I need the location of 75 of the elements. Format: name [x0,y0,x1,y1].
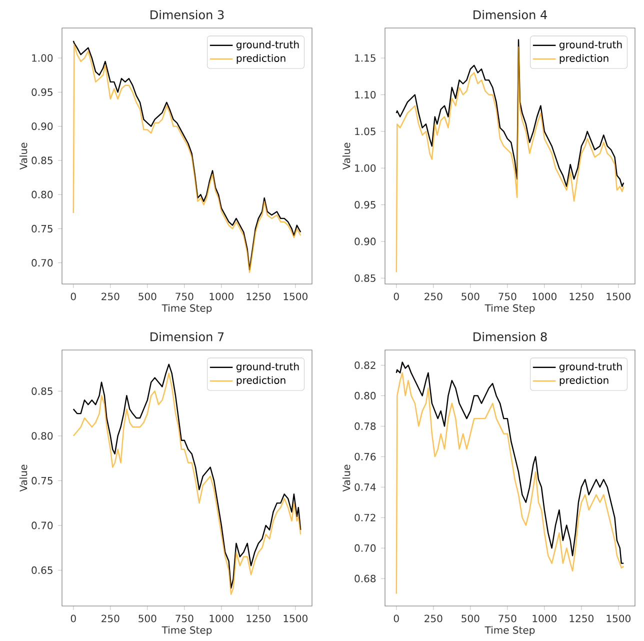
x-tick-label: 0 [394,614,399,622]
y-tick-label: 1.15 [355,54,376,62]
x-tick-label: 0 [70,614,76,622]
y-tick-label: 0.85 [32,387,52,395]
y-tick-label: 0.85 [32,156,52,164]
x-tick-label: 1250 [570,292,594,300]
y-tick-label: 0.95 [354,200,376,209]
x-tick-label: 750 [498,614,516,622]
x-tick-label: 500 [138,292,156,300]
y-tick-label: 0.80 [32,190,53,198]
y-tick-label: 0.70 [354,544,376,552]
x-tick-label: 1500 [606,292,630,300]
y-tick-label: 0.70 [32,522,53,530]
y-tick-label: 0.85 [354,274,376,282]
y-tick-label: 1.05 [355,128,376,136]
x-tick-label: 750 [498,292,516,300]
y-tick-label: 1.10 [355,90,376,99]
y-tick-label: 0.70 [32,259,53,267]
chart-title: Dimension 7 [150,332,224,342]
x-tick-label: 750 [176,614,194,622]
x-tick-label: 1000 [210,614,234,622]
chart-title: Dimension 8 [474,332,547,342]
x-tick-label: 750 [176,292,194,300]
legend-label: ground-truth [236,362,299,372]
legend-label: ground-truth [559,40,622,50]
y-tick-label: 0.68 [354,574,376,582]
y-tick-label: 0.75 [32,224,52,232]
x-tick-label: 1250 [246,292,270,300]
legend-label: ground-truth [559,362,622,372]
x-tick-label: 1250 [246,614,270,622]
x-tick-label: 250 [102,292,120,300]
x-tick-label: 500 [462,292,480,300]
chart-title: Dimension 4 [474,10,547,20]
legend-label: prediction [560,376,608,386]
x-tick-label: 1000 [532,292,556,300]
y-tick-label: 0.80 [354,392,376,400]
x-tick-label: 0 [70,292,76,300]
x-axis-title: Time Step [162,304,212,314]
legend-label: prediction [236,54,286,64]
legend-label: prediction [236,376,286,386]
x-tick-label: 500 [138,614,156,622]
x-tick-label: 0 [394,292,399,300]
y-tick-label: 0.74 [354,483,376,491]
x-tick-label: 250 [424,292,442,300]
y-tick-label: 0.95 [32,88,52,96]
y-tick-label: 0.82 [354,361,376,370]
y-tick-label: 0.65 [32,566,52,574]
x-tick-label: 250 [424,614,442,622]
x-axis-title: Time Step [162,626,212,636]
y-axis-title: Value [342,464,350,492]
y-tick-label: 0.75 [32,476,52,484]
y-tick-label: 1.00 [355,164,376,172]
y-axis-title: Value [19,464,28,492]
x-tick-label: 1500 [284,614,308,622]
x-tick-label: 1500 [606,614,630,622]
x-tick-label: 500 [462,614,480,622]
y-axis-title: Value [19,142,28,170]
y-tick-label: 0.72 [354,514,376,522]
x-tick-label: 1000 [532,614,556,622]
x-tick-label: 1000 [210,292,234,300]
chart-title: Dimension 3 [150,10,224,20]
x-axis-title: Time Step [484,626,535,636]
x-axis-title: Time Step [484,304,535,314]
x-tick-label: 250 [102,614,120,622]
y-tick-label: 0.76 [354,452,376,460]
y-axis-title: Value [342,142,350,170]
x-tick-label: 1500 [284,292,308,300]
y-tick-label: 0.78 [354,422,376,430]
y-tick-label: 0.90 [354,238,376,246]
y-tick-label: 0.80 [32,432,53,440]
y-tick-label: 0.90 [32,122,53,130]
legend-label: ground-truth [236,40,299,50]
y-tick-label: 1.00 [32,54,53,62]
legend-label: prediction [560,54,608,64]
x-tick-label: 1250 [570,614,594,622]
